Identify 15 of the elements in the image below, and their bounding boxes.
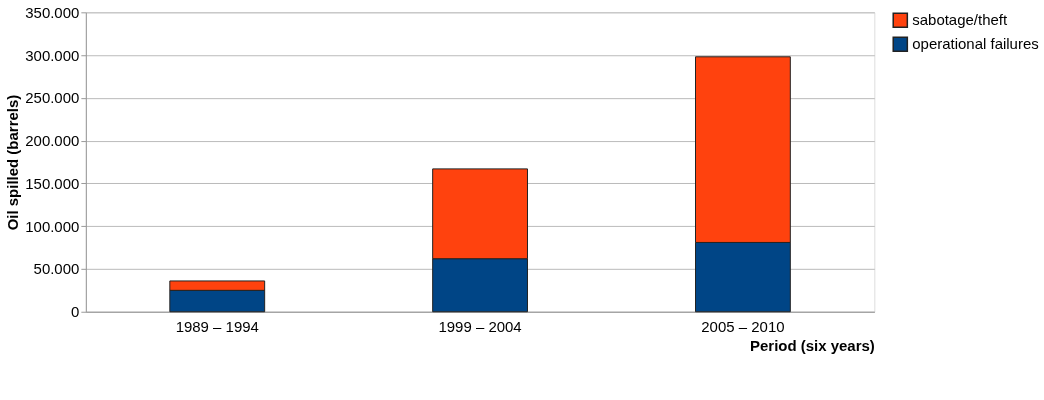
- y-axis-title: Oil spilled (barrels): [4, 94, 22, 231]
- x-tick-label: 2005 – 2010: [701, 318, 785, 336]
- y-tick-label: 300.000: [25, 46, 80, 64]
- y-tick-label: 350.000: [25, 3, 80, 21]
- x-tick-label: 1999 – 2004: [438, 318, 522, 336]
- y-tick-label: 250.000: [25, 89, 80, 107]
- y-tick-label: 150.000: [25, 174, 80, 192]
- legend-label: operational failures: [912, 35, 1039, 53]
- legend-label: sabotage/theft: [912, 11, 1008, 29]
- y-tick-label: 100.000: [25, 217, 80, 235]
- x-axis-title: Period (six years): [750, 337, 875, 355]
- x-tick-label: 1989 – 1994: [175, 318, 259, 336]
- y-tick-label: 200.000: [25, 132, 80, 150]
- y-tick-label: 0: [71, 303, 80, 321]
- y-tick-label: 50.000: [33, 260, 80, 278]
